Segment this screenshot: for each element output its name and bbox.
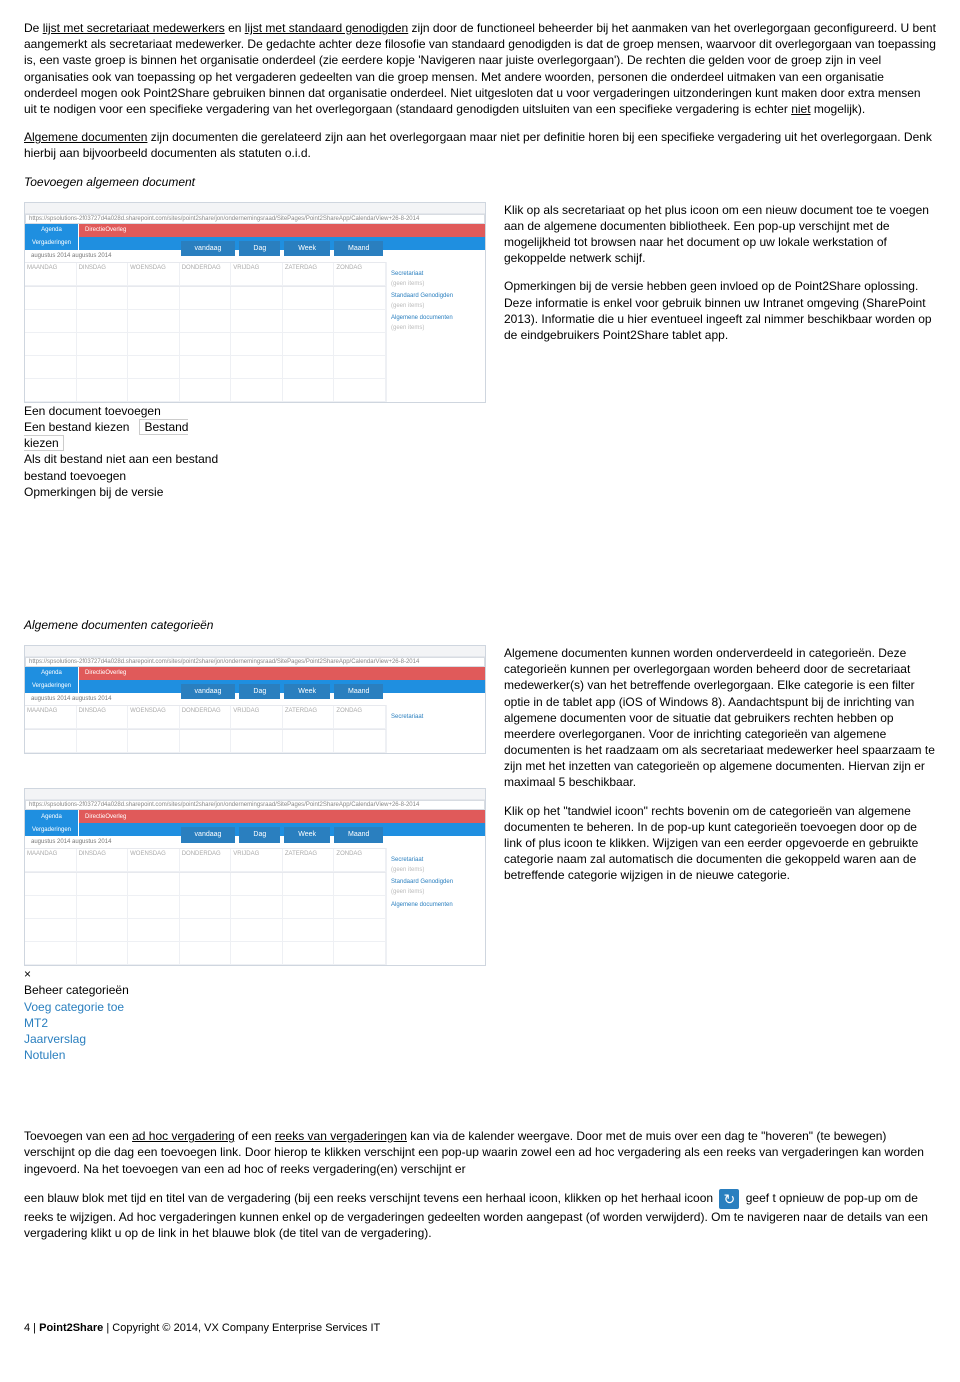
sec3-paragraph-2: een blauw blok met tijd en titel van de … [24,1189,936,1241]
btn-today: vandaag [181,827,236,842]
text: zijn documenten die gerelateerd zijn aan… [24,130,932,160]
intro-paragraph-2: Algemene documenten zijn documenten die … [24,129,936,161]
mock-browser: https://spsolutions-2f03727d4a028d.share… [24,202,486,403]
screenshot-column: https://spsolutions-2f03727d4a028d.share… [24,645,486,1044]
day-head: MAANDAG [25,263,77,286]
btn-day: Dag [239,684,280,699]
screenshot-2: https://spsolutions-2f03727d4a028d.share… [24,645,486,754]
screenshot-column: https://spsolutions-2f03727d4a028d.share… [24,202,486,483]
sec2-p2: Klik op het "tandwiel icoon" rechts bove… [504,803,936,884]
btn-week: Week [284,241,330,256]
close-icon: × [24,967,31,981]
side-line: (geen items) [391,324,481,332]
btn-month: Maand [334,241,383,256]
address-bar: https://spsolutions-2f03727d4a028d.share… [25,800,485,810]
calendar-grid [25,286,386,402]
btn-today: vandaag [181,241,236,256]
sec1-p1: Klik op als secretariaat op het plus ico… [504,202,936,267]
copyright: Copyright © 2014, VX Company Enterprise … [112,1322,380,1334]
tab-agenda: Agenda [25,810,79,823]
product-name: Point2Share [39,1322,103,1334]
view-buttons: vandaag Dag Week Maand [79,237,485,260]
text: en [225,21,245,35]
app-header: Agenda Vergaderingen DirectieOverleg van… [25,224,485,250]
btn-month: Maand [334,827,383,842]
left-tabs: Agenda Vergaderingen [25,224,79,250]
day-head: WOENSDAG [128,263,180,286]
btn-today: vandaag [181,684,236,699]
repeat-icon: ↻ [719,1189,739,1209]
address-bar: https://spsolutions-2f03727d4a028d.share… [25,214,485,224]
text-column: Algemene documenten kunnen worden onderv… [504,645,936,1044]
day-head: ZONDAG [334,263,386,286]
heading-add-document: Toevoegen algemeen document [24,174,936,190]
sec2-p1: Algemene documenten kunnen worden onderv… [504,645,936,791]
text: De [24,21,43,35]
day-head: DINSDAG [77,263,129,286]
day-head: ZATERDAG [283,263,335,286]
side-heading: Secretariaat [391,270,481,278]
page-footer: 4 | Point2Share | Copyright © 2014, VX C… [24,1321,936,1336]
title-red: DirectieOverleg [79,667,485,680]
popup-manage-categories: × Beheer categorieën Voeg categorie toe … [24,966,164,1044]
popup-add-document: Een document toevoegen Een bestand kieze… [24,403,224,483]
text-not: niet [791,102,810,116]
link-secretariat-list: lijst met secretariaat medewerkers [43,21,225,35]
title-red: DirectieOverleg [79,810,485,823]
calendar-header-row: MAANDAG DINSDAG WOENSDAG DONDERDAG VRIJD… [25,262,386,286]
btn-month: Maand [334,684,383,699]
tab-meetings: Vergaderingen [25,237,79,250]
popup-add-link: Voeg categorie toe [24,999,164,1015]
link-meeting-series: reeks van vergaderingen [275,1129,407,1143]
btn-week: Week [284,684,330,699]
btn-day: Dag [239,827,280,842]
sec1-p2: Opmerkingen bij de versie hebben geen in… [504,278,936,343]
text-column: Klik op als secretariaat op het plus ico… [504,202,936,483]
day-head: DONDERDAG [180,263,232,286]
side-panel: Secretariaat (geen items) Standaard Geno… [386,262,485,402]
mock-browser: https://spsolutions-2f03727d4a028d.share… [24,645,486,754]
popup-cat: MT2 [24,1015,164,1031]
text: Toevoegen van een [24,1129,132,1143]
screenshot-1: https://spsolutions-2f03727d4a028d.share… [24,202,486,483]
tab-meetings: Vergaderingen [25,823,79,836]
section-categories: https://spsolutions-2f03727d4a028d.share… [24,645,936,1044]
tab-agenda: Agenda [25,224,79,237]
sec3-paragraph-1: Toevoegen van een ad hoc vergadering of … [24,1128,936,1177]
popup-cat: Notulen [24,1047,164,1063]
section-add-document: https://spsolutions-2f03727d4a028d.share… [24,202,936,483]
text: | [30,1322,39,1334]
address-bar: https://spsolutions-2f03727d4a028d.share… [25,657,485,667]
text: of een [235,1129,275,1143]
mock-browser: https://spsolutions-2f03727d4a028d.share… [24,788,486,966]
btn-day: Dag [239,241,280,256]
popup-title: Beheer categorieën [24,982,164,998]
browser-tabs [25,203,485,214]
intro-paragraph-1: De lijst met secretariaat medewerkers en… [24,20,936,117]
side-line: (geen items) [391,280,481,288]
day-head: VRIJDAG [231,263,283,286]
heading-categories: Algemene documenten categorieën [24,617,936,633]
screenshot-3: https://spsolutions-2f03727d4a028d.share… [24,788,486,1044]
btn-week: Week [284,827,330,842]
tab-agenda: Agenda [25,667,79,680]
side-heading: Algemene documenten [391,314,481,322]
tab-meetings: Vergaderingen [25,680,79,693]
link-general-documents: Algemene documenten [24,130,147,144]
link-invitees-list: lijst met standaard genodigden [245,21,408,35]
title-bar: DirectieOverleg vandaag Dag Week Maand [79,224,485,250]
popup-cat: Jaarverslag [24,1031,164,1047]
popup-title: Een document toevoegen [24,403,224,419]
text: mogelijk). [811,102,866,116]
text: | [103,1322,112,1334]
side-line: (geen items) [391,302,481,310]
text: een blauw blok met tijd en titel van de … [24,1191,716,1205]
side-heading: Standaard Genodigden [391,292,481,300]
title-red: DirectieOverleg [79,224,485,237]
link-adhoc-meeting: ad hoc vergadering [132,1129,235,1143]
